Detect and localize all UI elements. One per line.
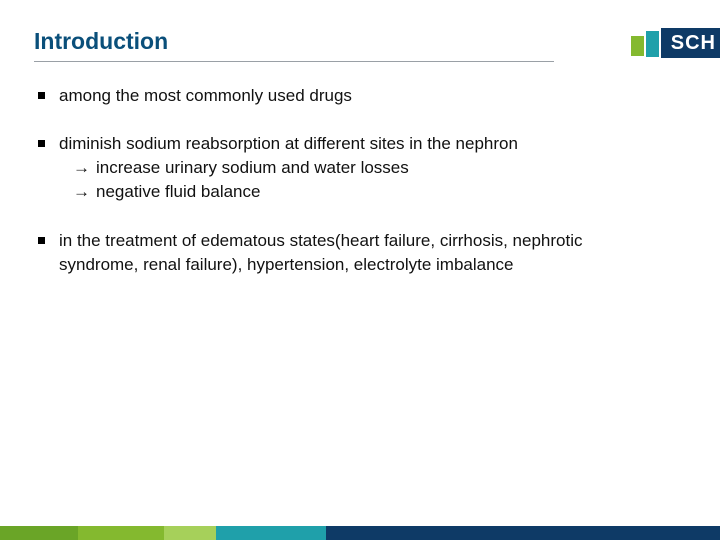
- footer-bar: [0, 526, 720, 540]
- title-underline: [34, 61, 554, 62]
- bullet-marker-icon: [38, 92, 45, 99]
- bullet-item: in the treatment of edematous states(hea…: [38, 229, 666, 277]
- logo-square-green: [631, 36, 644, 56]
- logo-square-teal: [646, 31, 659, 57]
- bullet-marker-icon: [38, 237, 45, 244]
- footer-seg: [0, 526, 78, 540]
- arrow-icon: →: [73, 180, 90, 204]
- bullet-subtext: increase urinary sodium and water losses: [96, 156, 409, 180]
- bullet-item: diminish sodium reabsorption at differen…: [38, 132, 666, 204]
- slide-title: Introduction: [34, 28, 686, 55]
- bullet-subline: → negative fluid balance: [59, 180, 666, 204]
- bullet-subtext: negative fluid balance: [96, 180, 260, 204]
- footer-seg: [326, 526, 720, 540]
- footer-seg: [164, 526, 216, 540]
- bullet-item: among the most commonly used drugs: [38, 84, 666, 108]
- bullet-text: among the most commonly used drugs: [59, 86, 352, 105]
- footer-seg: [78, 526, 164, 540]
- logo-text: SCH: [661, 28, 720, 58]
- arrow-icon: →: [73, 156, 90, 180]
- footer-seg: [216, 526, 326, 540]
- bullet-marker-icon: [38, 140, 45, 147]
- bullet-text: diminish sodium reabsorption at differen…: [59, 134, 518, 153]
- bullet-text: in the treatment of edematous states(hea…: [59, 231, 582, 274]
- content: among the most commonly used drugs dimin…: [34, 84, 686, 277]
- bullet-subline: → increase urinary sodium and water loss…: [59, 156, 666, 180]
- logo: SCH: [631, 28, 720, 58]
